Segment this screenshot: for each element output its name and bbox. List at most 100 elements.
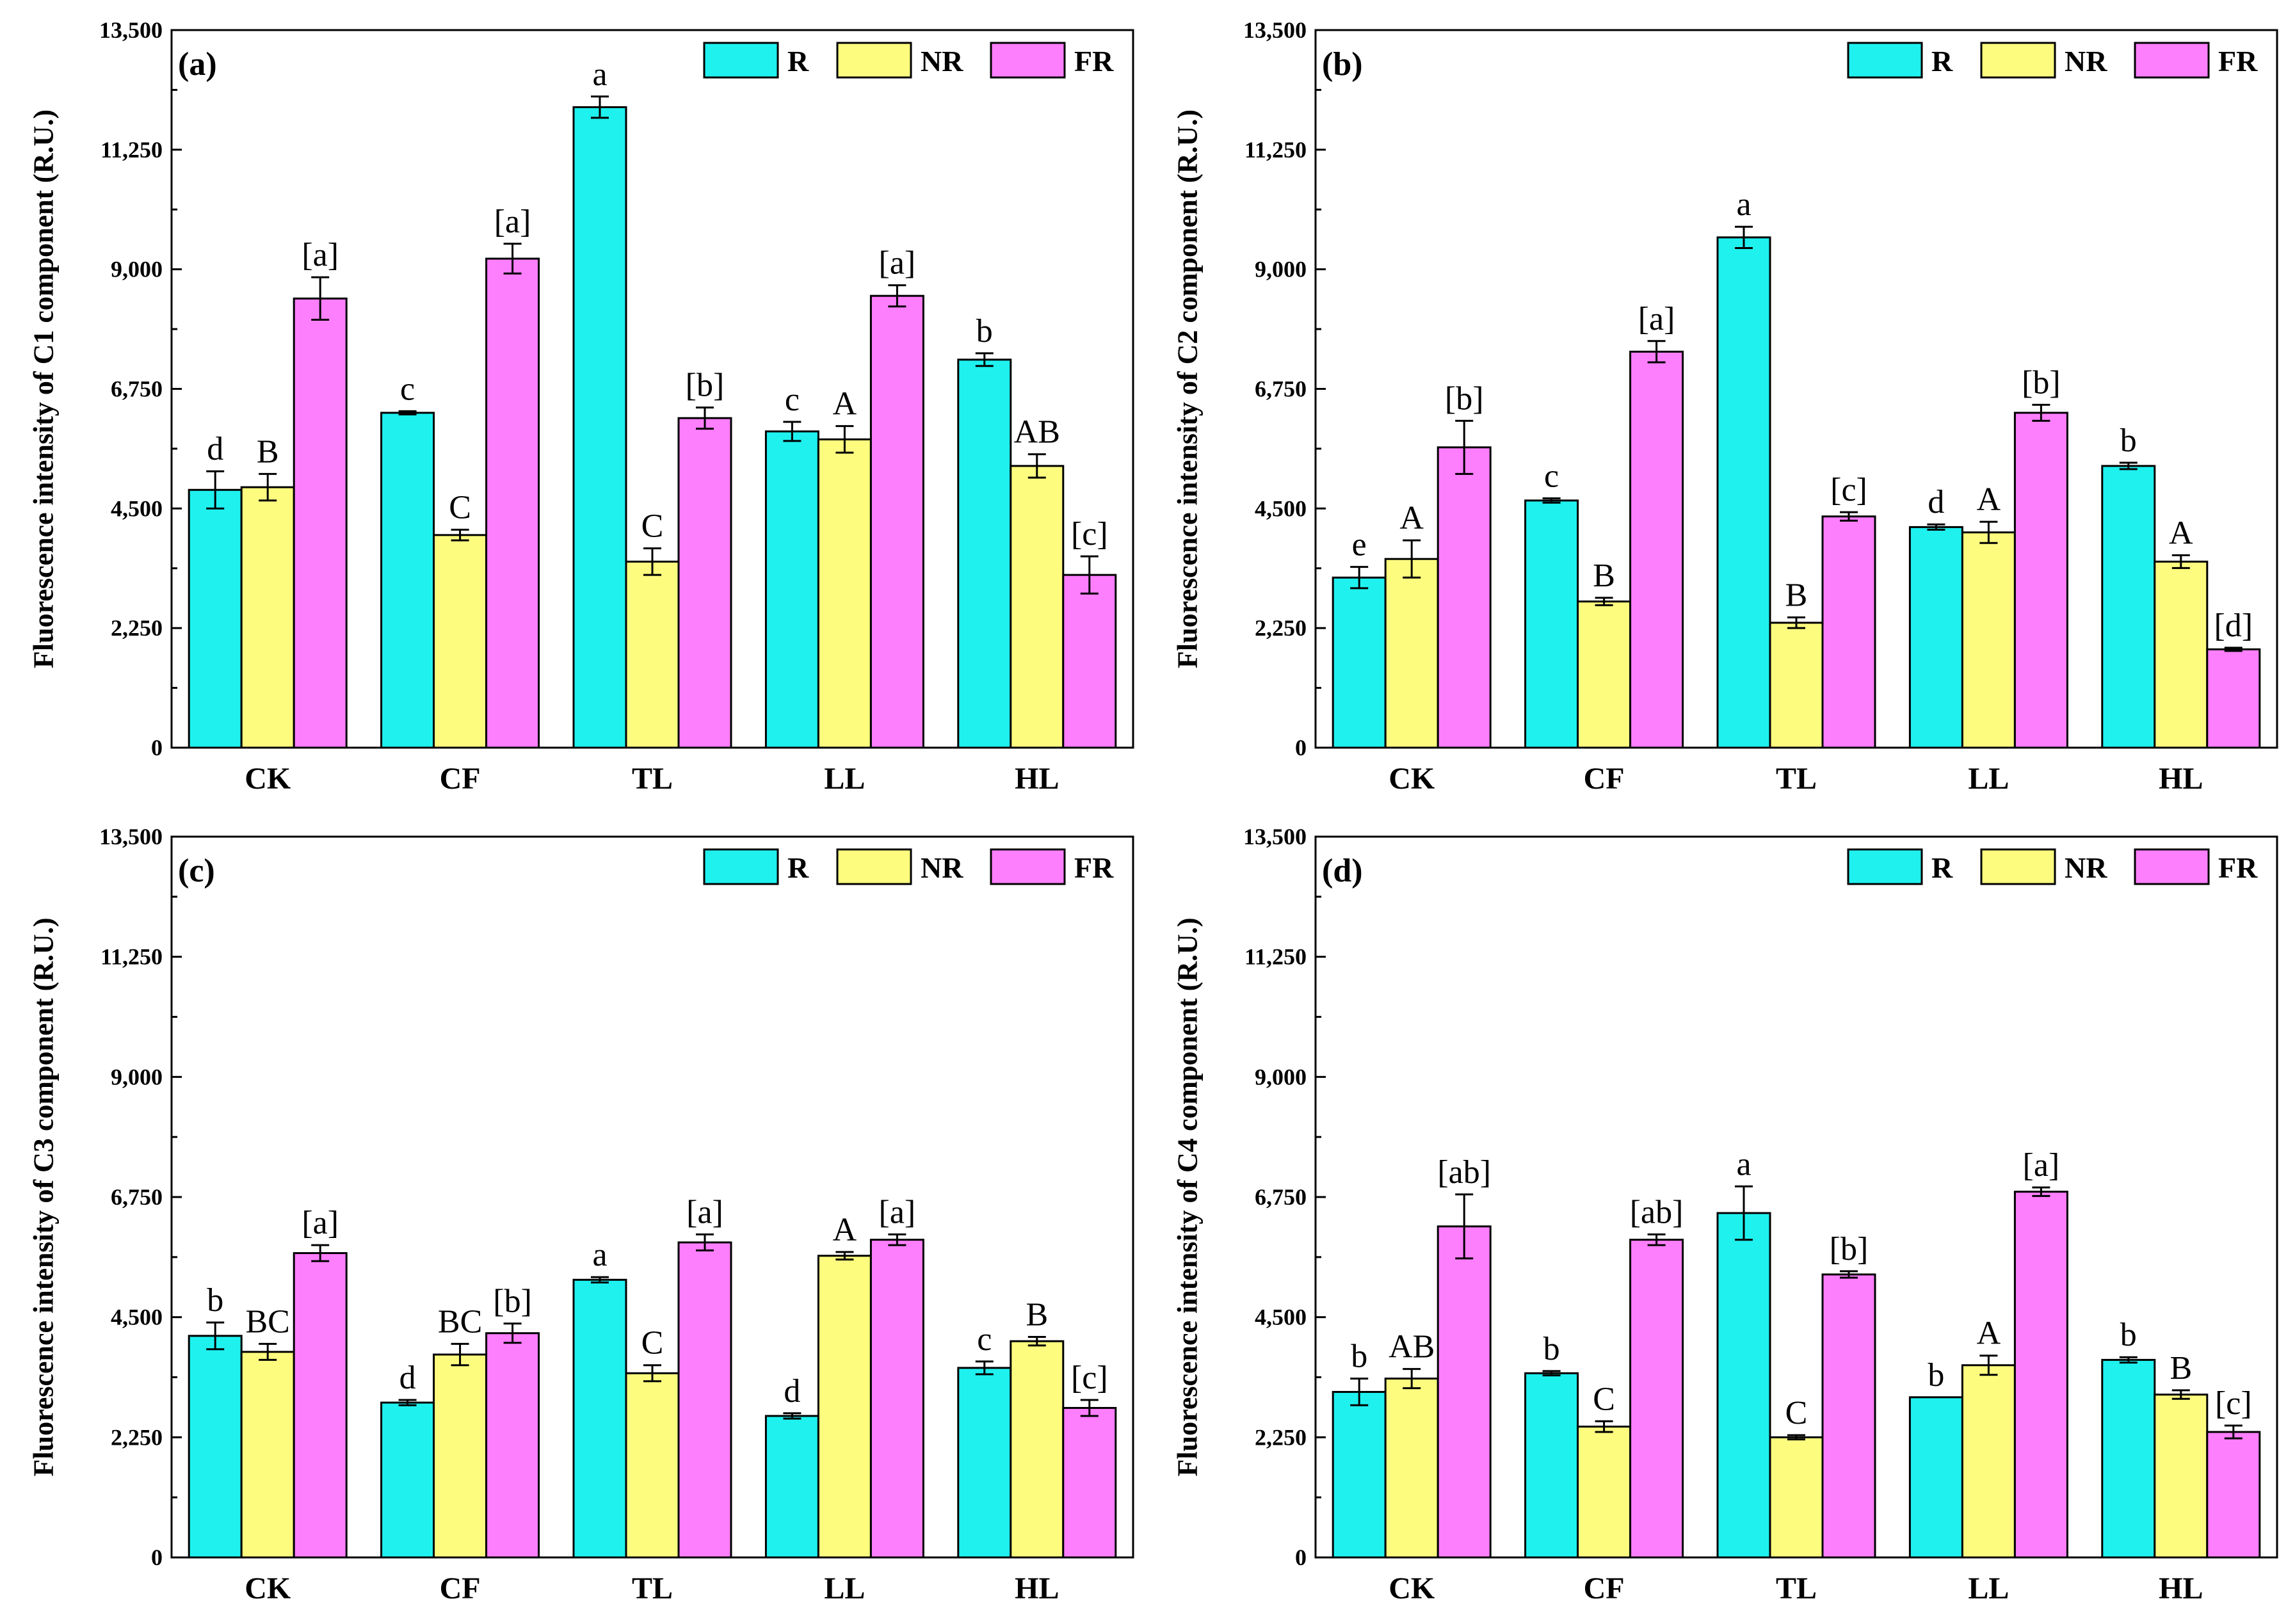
significance-label: [b] xyxy=(1830,1231,1869,1267)
significance-label: [a] xyxy=(302,1205,339,1241)
x-tick-label: LL xyxy=(1968,1572,2009,1605)
y-tick-label: 6,750 xyxy=(111,1184,163,1210)
bar-R-HL xyxy=(957,1367,1012,1559)
significance-label: [c] xyxy=(1071,1360,1108,1396)
chart-panel-3: 0 2,250 4,500 6,750 9,000 11,250 13,500 Fluores… xyxy=(28,824,1134,1605)
bar-R-CF xyxy=(1524,499,1579,749)
bar-FR-TL xyxy=(677,417,732,749)
bar-R-CK xyxy=(1332,1390,1387,1559)
significance-label: C xyxy=(1593,1381,1615,1417)
bar-NR-CK xyxy=(240,486,295,749)
x-tick-label: HL xyxy=(1015,762,1059,796)
significance-label: b xyxy=(207,1282,223,1319)
significance-label: [a] xyxy=(879,1194,916,1230)
legend-label-FR: FR xyxy=(2218,45,2258,77)
chart-panel-1: 0 2,250 4,500 6,750 9,000 11,250 13,500 Fluores… xyxy=(28,17,1134,796)
y-tick-label: 9,000 xyxy=(1255,1064,1307,1089)
x-tick-label: TL xyxy=(632,1572,673,1605)
y-tick-label: 4,500 xyxy=(1255,1305,1307,1330)
y-tick-label: 2,250 xyxy=(111,1424,163,1450)
significance-label: A xyxy=(1977,1315,2001,1352)
significance-label: A xyxy=(833,386,857,422)
legend-swatch-NR xyxy=(836,42,912,79)
bar-R-LL xyxy=(764,1415,819,1559)
significance-label: d xyxy=(207,431,223,467)
significance-label: [ab] xyxy=(1630,1194,1684,1230)
panel-label: (b) xyxy=(1322,46,1363,83)
legend-label-NR: NR xyxy=(921,851,963,884)
legend-swatch-NR xyxy=(836,848,912,885)
significance-label: [a] xyxy=(686,1194,723,1230)
x-tick-label: CK xyxy=(245,1572,291,1605)
y-tick-label: 6,750 xyxy=(1255,1184,1307,1210)
bar-NR-HL xyxy=(2154,560,2209,749)
bar-R-HL xyxy=(957,358,1012,749)
x-tick-label: CK xyxy=(245,762,291,796)
significance-label: [a] xyxy=(2023,1147,2060,1184)
bar-FR-LL xyxy=(2013,1191,2068,1559)
x-tick-label: CK xyxy=(1389,1572,1435,1605)
bar-NR-TL xyxy=(1769,622,1824,749)
legend-swatch-NR xyxy=(1980,848,2056,885)
legend-label-R: R xyxy=(787,45,809,77)
legend-swatch-FR xyxy=(2134,42,2210,79)
significance-label: B xyxy=(2170,1350,2192,1387)
bar-FR-CF xyxy=(1629,1239,1684,1559)
chart-panel-4: 0 2,250 4,500 6,750 9,000 11,250 13,500 Fluores… xyxy=(1172,824,2278,1605)
bar-FR-TL xyxy=(1821,1273,1876,1559)
y-tick-label: 11,250 xyxy=(1244,944,1307,970)
bar-FR-CK xyxy=(1437,446,1492,749)
y-axis-label: Fluorescence intensity of C2 component (… xyxy=(1172,109,1204,668)
bar-R-TL xyxy=(572,106,627,749)
bar-FR-CF xyxy=(485,1332,540,1559)
significance-label: d xyxy=(784,1373,800,1410)
significance-label: b xyxy=(1543,1331,1560,1367)
significance-label: b xyxy=(1351,1339,1367,1375)
significance-label: A xyxy=(833,1212,857,1248)
bar-R-LL xyxy=(1908,1396,1963,1559)
y-tick-label: 0 xyxy=(151,1545,163,1570)
significance-label: [c] xyxy=(1830,472,1867,508)
bar-FR-CK xyxy=(293,297,348,749)
significance-label: BC xyxy=(438,1303,482,1340)
y-tick-label: 9,000 xyxy=(111,257,163,282)
bar-FR-LL xyxy=(2013,412,2068,749)
significance-label: [a] xyxy=(879,245,916,282)
bar-R-TL xyxy=(572,1278,627,1559)
significance-label: c xyxy=(1544,458,1559,495)
legend-swatch-NR xyxy=(1980,42,2056,79)
legend-swatch-FR xyxy=(990,848,1066,885)
significance-label: [b] xyxy=(686,367,725,404)
significance-label: [c] xyxy=(1071,516,1108,552)
y-tick-label: 6,750 xyxy=(1255,376,1307,402)
x-tick-label: HL xyxy=(2159,1572,2203,1605)
bar-NR-HL xyxy=(1010,1340,1065,1559)
y-tick-label: 2,250 xyxy=(1255,615,1307,641)
bar-FR-CK xyxy=(293,1252,348,1559)
significance-label: [ab] xyxy=(1437,1154,1491,1191)
panel-label: (c) xyxy=(178,853,215,889)
bar-R-CK xyxy=(188,488,243,749)
significance-label: B xyxy=(257,433,279,470)
y-tick-label: 0 xyxy=(151,735,163,760)
significance-label: AB xyxy=(1389,1329,1435,1365)
x-tick-label: TL xyxy=(1776,762,1817,796)
legend-label-R: R xyxy=(1931,851,1953,884)
significance-label: [a] xyxy=(494,204,531,240)
y-tick-label: 0 xyxy=(1295,1545,1307,1570)
significance-label: B xyxy=(1593,558,1615,594)
significance-label: d xyxy=(1928,484,1944,520)
significance-label: a xyxy=(1736,1146,1751,1182)
x-tick-label: CF xyxy=(1584,1572,1625,1605)
significance-label: [a] xyxy=(302,237,339,273)
bar-NR-TL xyxy=(625,560,680,749)
y-tick-label: 13,500 xyxy=(1243,824,1307,849)
y-tick-label: 0 xyxy=(1295,735,1307,760)
legend-swatch-R xyxy=(1847,848,1923,885)
y-axis-label: Fluorescence intensity of C1 component (… xyxy=(28,109,60,668)
significance-label: b xyxy=(1928,1357,1944,1394)
legend-swatch-R xyxy=(703,42,779,79)
bar-R-HL xyxy=(2101,1358,2156,1559)
significance-label: C xyxy=(449,490,471,526)
